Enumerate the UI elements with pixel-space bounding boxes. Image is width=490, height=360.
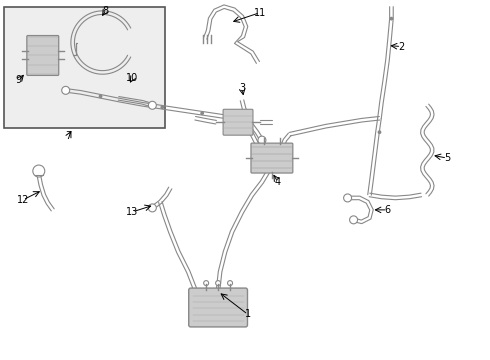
Text: 5: 5 (444, 153, 450, 163)
Text: 9: 9 (16, 75, 22, 85)
Text: 6: 6 (384, 205, 391, 215)
FancyBboxPatch shape (223, 109, 253, 135)
Circle shape (390, 17, 392, 20)
Text: 3: 3 (239, 84, 245, 93)
Text: 1: 1 (245, 310, 251, 319)
Circle shape (378, 131, 381, 134)
Circle shape (148, 101, 156, 109)
Text: 12: 12 (17, 195, 29, 205)
Circle shape (204, 280, 209, 285)
FancyBboxPatch shape (27, 36, 59, 75)
Text: 13: 13 (126, 207, 139, 217)
Text: 8: 8 (102, 6, 109, 15)
Circle shape (201, 112, 203, 114)
Circle shape (349, 216, 358, 224)
Circle shape (227, 280, 233, 285)
Circle shape (148, 204, 156, 212)
Circle shape (62, 86, 70, 94)
Circle shape (99, 95, 102, 98)
FancyBboxPatch shape (189, 288, 247, 327)
Text: 4: 4 (275, 177, 281, 187)
Circle shape (343, 194, 352, 202)
Circle shape (161, 106, 164, 108)
Text: 10: 10 (126, 73, 139, 84)
FancyBboxPatch shape (4, 7, 165, 128)
Text: 11: 11 (254, 8, 266, 18)
Text: 2: 2 (398, 41, 405, 51)
FancyBboxPatch shape (251, 143, 293, 173)
Circle shape (258, 136, 266, 144)
Circle shape (33, 165, 45, 177)
Text: 7: 7 (66, 131, 72, 141)
Circle shape (216, 280, 220, 285)
